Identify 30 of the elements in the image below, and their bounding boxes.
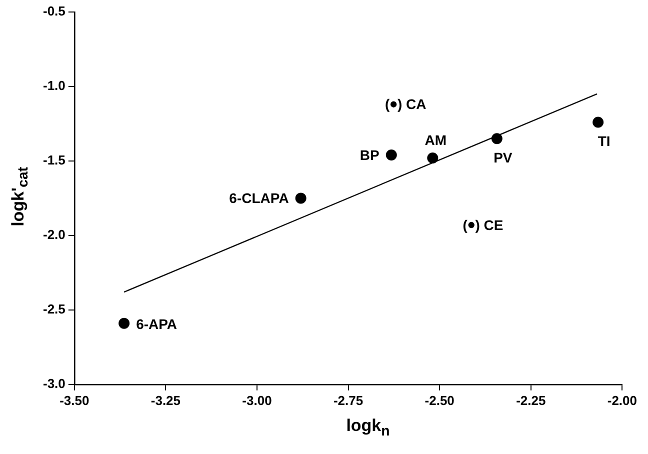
- annotation: 6-CLAPA: [229, 190, 289, 206]
- x-tick-label: -2.75: [333, 392, 364, 408]
- y-tick-label: -1.5: [42, 152, 66, 168]
- x-tick-label: -2.50: [424, 392, 454, 408]
- annotation: AM: [424, 132, 447, 148]
- x-tick-label: -2.00: [607, 392, 638, 408]
- point: [295, 192, 306, 204]
- annotation: 6-APA: [136, 316, 178, 332]
- annotation: BP: [360, 146, 380, 163]
- point: [491, 133, 502, 144]
- point: [468, 222, 474, 228]
- y-tick-label: -0.5: [42, 4, 66, 19]
- y-tick-label: -1.0: [42, 78, 66, 94]
- x-axis-title: logk$_{n}$: [345, 416, 391, 440]
- annotation: ( ) CE: [462, 216, 504, 233]
- x-tick-label: -3.00: [242, 392, 272, 408]
- x-tick-label: -3.50: [60, 392, 90, 408]
- y-tick-label: -3.0: [42, 376, 66, 391]
- point: [390, 101, 397, 108]
- x-tick-label: -2.25: [516, 392, 546, 408]
- point: [118, 318, 130, 329]
- point: [592, 116, 604, 128]
- point: [386, 150, 397, 160]
- annotation: PV: [494, 149, 513, 166]
- y-tick-label: -2.5: [42, 302, 66, 316]
- x-tick-label: -3.25: [150, 392, 181, 408]
- y-tick-label: -2.0: [42, 227, 66, 242]
- annotation: TI: [598, 133, 610, 150]
- point: [427, 152, 438, 164]
- annotation: ( ) CA: [385, 96, 426, 112]
